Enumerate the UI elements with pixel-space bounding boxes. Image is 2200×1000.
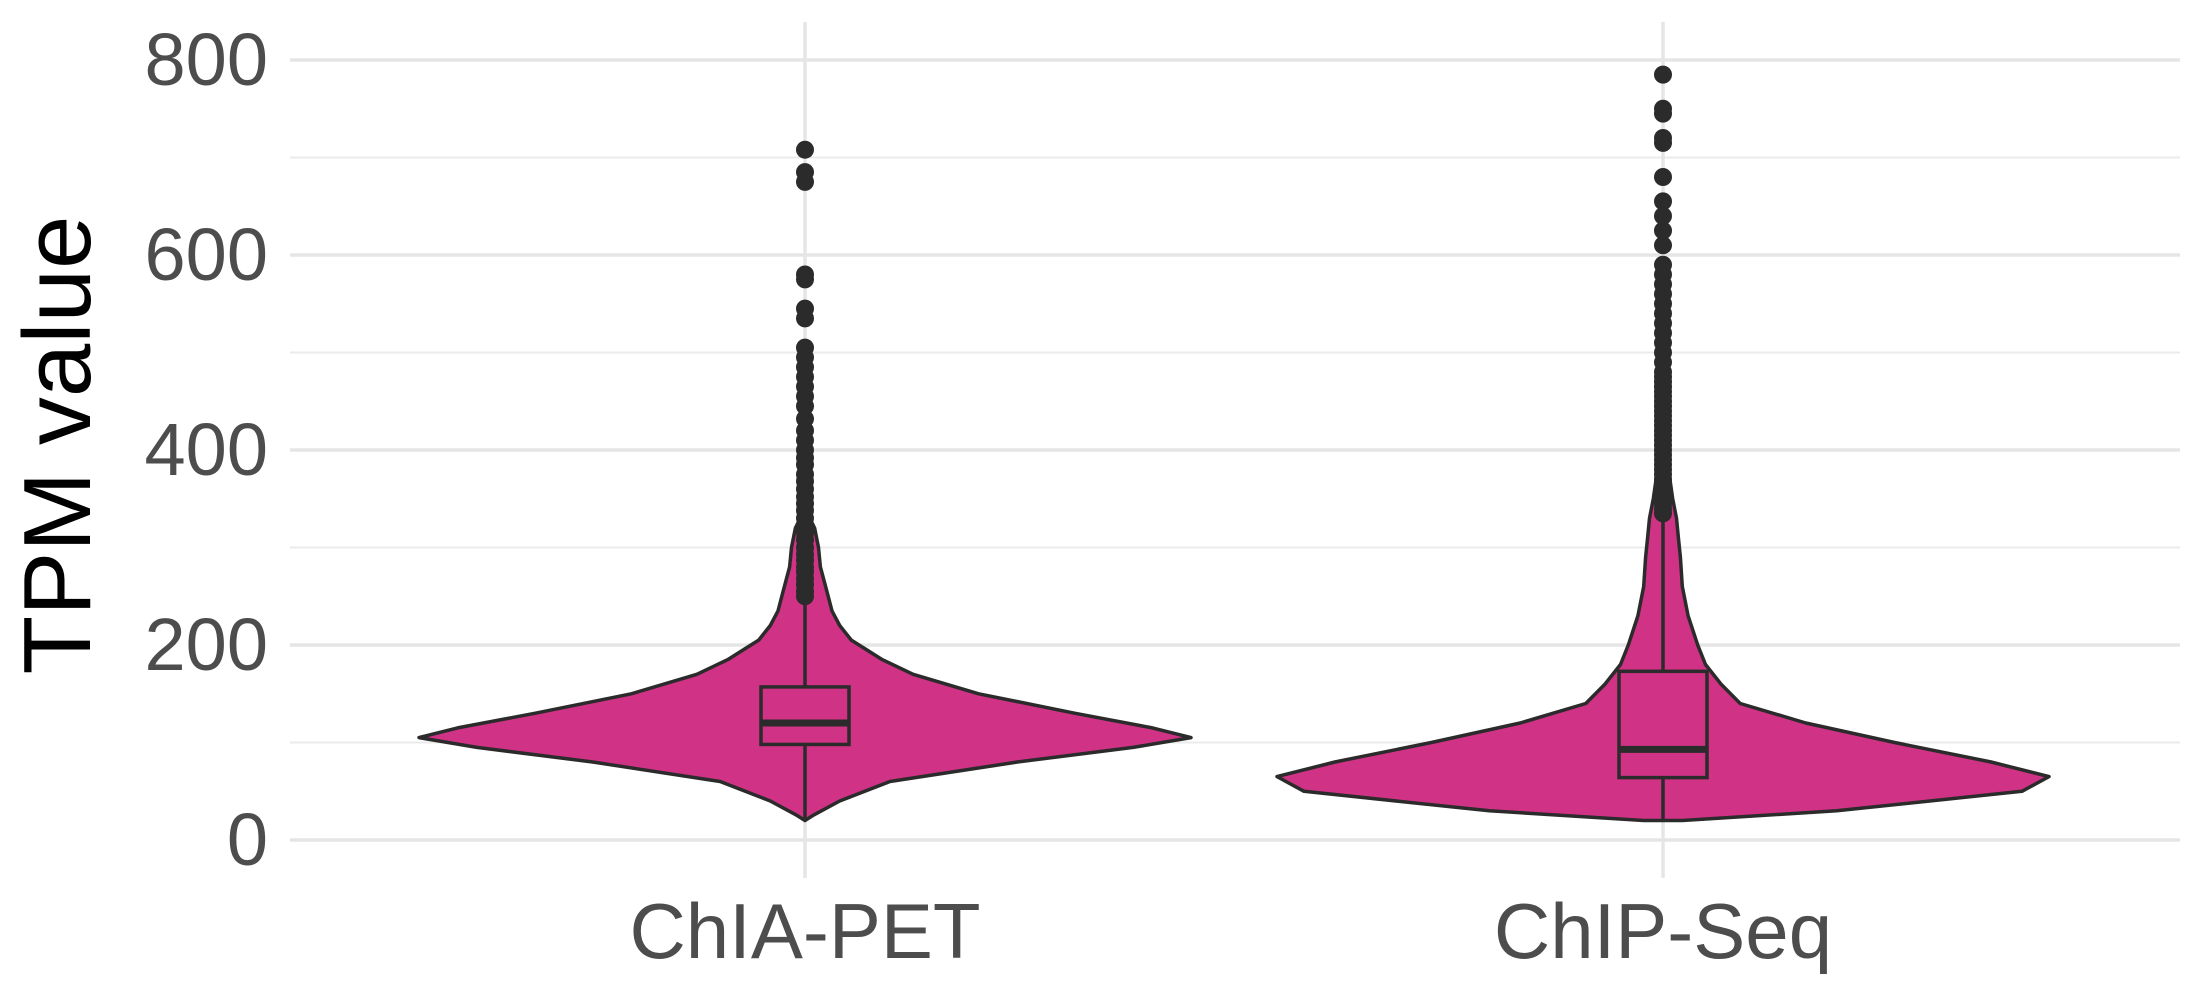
outlier-point bbox=[1654, 255, 1672, 274]
x-tick-label: ChIA-PET bbox=[629, 887, 980, 975]
outlier-point bbox=[1654, 65, 1672, 84]
violins bbox=[417, 65, 2051, 823]
y-tick-label: 400 bbox=[145, 408, 268, 491]
gridlines bbox=[290, 22, 2180, 878]
outlier-point bbox=[1654, 207, 1672, 225]
y-tick-label: 600 bbox=[145, 213, 268, 296]
outlier-point bbox=[1654, 99, 1672, 118]
outlier-point bbox=[796, 265, 814, 284]
y-axis-title: TPM value bbox=[4, 216, 111, 675]
outlier-point bbox=[796, 338, 814, 357]
y-tick-label: 0 bbox=[227, 798, 268, 881]
outlier-point bbox=[1654, 168, 1672, 186]
box bbox=[759, 685, 851, 747]
outlier-point bbox=[796, 163, 814, 182]
y-tick-label: 200 bbox=[145, 603, 268, 686]
outlier-point bbox=[1654, 221, 1672, 240]
box bbox=[1617, 669, 1709, 780]
outlier-point bbox=[796, 409, 814, 428]
axes: 0 200 400 600 800 ChIA-PET ChIP-Seq bbox=[145, 18, 1833, 975]
y-tick-label: 800 bbox=[145, 18, 268, 101]
x-tick-label: ChIP-Seq bbox=[1494, 887, 1832, 975]
outlier-point bbox=[796, 299, 814, 318]
outlier-point bbox=[796, 140, 814, 159]
outlier-point bbox=[1654, 192, 1672, 211]
outlier-point bbox=[1654, 129, 1672, 147]
outlier-point bbox=[1654, 236, 1672, 255]
